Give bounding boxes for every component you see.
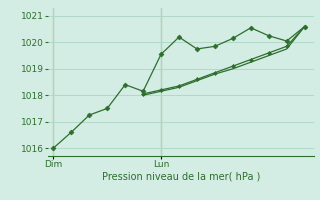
X-axis label: Pression niveau de la mer( hPa ): Pression niveau de la mer( hPa ) (102, 172, 260, 182)
